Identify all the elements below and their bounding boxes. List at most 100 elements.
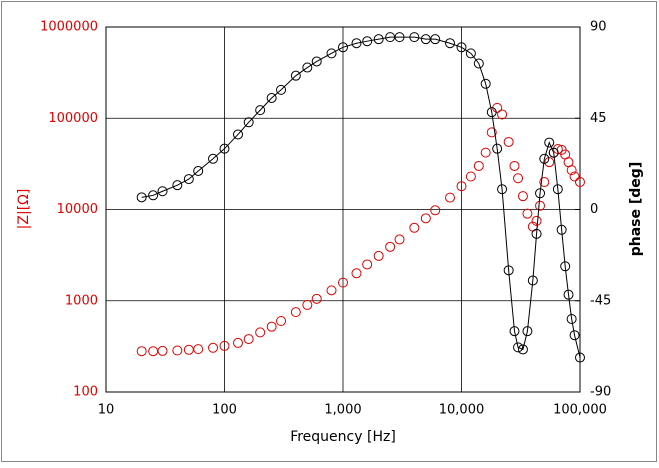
data-point — [266, 321, 277, 332]
data-point — [569, 330, 580, 341]
data-point — [497, 109, 508, 120]
data-point — [243, 334, 254, 345]
y-axis-label: |Z|[Ω] — [16, 189, 32, 230]
data-point — [513, 342, 524, 353]
data-point — [566, 314, 577, 324]
x-tick-label: 100,000 — [553, 403, 607, 418]
data-point — [465, 171, 476, 182]
data-point — [473, 58, 484, 69]
data-point — [351, 268, 362, 279]
data-point — [409, 222, 420, 233]
data-point — [148, 190, 159, 201]
data-point — [430, 205, 441, 216]
data-point — [193, 165, 204, 176]
data-point — [569, 171, 580, 182]
y2-tick-label: 90 — [590, 20, 607, 35]
y-tick-label: 100000 — [48, 111, 98, 126]
data-point — [497, 184, 508, 195]
data-point — [193, 344, 204, 355]
data-point — [522, 326, 533, 337]
data-point — [208, 342, 219, 353]
data-point — [535, 200, 546, 211]
data-point — [456, 42, 467, 53]
data-point — [539, 177, 550, 188]
data-point — [486, 127, 497, 138]
data-point — [183, 174, 194, 185]
data-point — [531, 215, 542, 226]
y2-tick-label: 0 — [590, 202, 598, 217]
data-point — [430, 34, 441, 45]
data-point — [552, 184, 563, 195]
data-point — [445, 38, 456, 49]
data-point — [544, 157, 555, 168]
data-point — [373, 250, 384, 261]
data-point — [255, 327, 266, 338]
data-point — [575, 177, 585, 188]
data-point — [373, 34, 384, 45]
data-point — [302, 62, 313, 73]
data-point — [473, 160, 484, 171]
data-point — [338, 277, 348, 288]
data-point — [183, 344, 194, 355]
data-point — [535, 188, 546, 199]
data-point — [509, 326, 520, 337]
data-point — [527, 275, 538, 286]
data-point — [311, 293, 322, 304]
series-line — [141, 36, 581, 358]
data-point — [394, 234, 405, 245]
data-point — [548, 147, 559, 158]
y-tick-label: 1000000 — [40, 20, 98, 35]
data-point — [172, 345, 183, 356]
data-point — [233, 337, 244, 348]
data-point — [456, 181, 467, 192]
data-point — [290, 70, 301, 81]
y2-axis-label: phase [deg] — [628, 162, 644, 256]
data-point — [148, 346, 159, 357]
data-point — [276, 315, 287, 326]
data-point — [492, 143, 503, 154]
data-point — [290, 307, 301, 318]
data-point — [566, 165, 577, 176]
data-point — [255, 105, 266, 116]
data-point — [326, 285, 337, 296]
data-point — [465, 48, 476, 59]
x-tick-label: 1,000 — [324, 403, 361, 418]
x-axis-label: Frequency [Hz] — [290, 429, 396, 445]
data-point — [243, 117, 254, 128]
data-point — [351, 38, 362, 49]
y2-tick-label: 45 — [590, 111, 607, 126]
data-point — [575, 352, 585, 363]
data-point — [517, 344, 528, 355]
data-point — [219, 340, 230, 351]
data-point — [509, 160, 520, 171]
data-point — [531, 228, 542, 239]
data-point — [480, 78, 491, 89]
data-point — [513, 173, 524, 184]
data-point — [362, 36, 373, 47]
data-point — [503, 136, 514, 147]
data-point — [311, 56, 322, 67]
data-point — [517, 191, 528, 202]
data-point — [385, 241, 396, 252]
data-point — [486, 107, 497, 118]
data-point — [445, 192, 456, 203]
data-point — [522, 208, 533, 219]
data-point — [539, 153, 550, 164]
y-tick-label: 1000 — [65, 293, 98, 308]
data-point — [219, 143, 230, 154]
data-point — [556, 224, 567, 235]
x-tick-label: 10 — [98, 403, 115, 418]
data-point — [362, 259, 373, 270]
data-point — [208, 153, 219, 164]
data-point — [157, 345, 168, 356]
y2-tick-label: -45 — [590, 293, 611, 308]
data-point — [136, 192, 147, 203]
x-tick-label: 10,000 — [439, 403, 485, 418]
data-point — [563, 289, 574, 300]
data-point — [266, 92, 277, 103]
data-point — [480, 147, 491, 158]
data-point — [503, 265, 514, 276]
data-point — [326, 48, 337, 59]
x-tick-label: 100 — [212, 403, 237, 418]
